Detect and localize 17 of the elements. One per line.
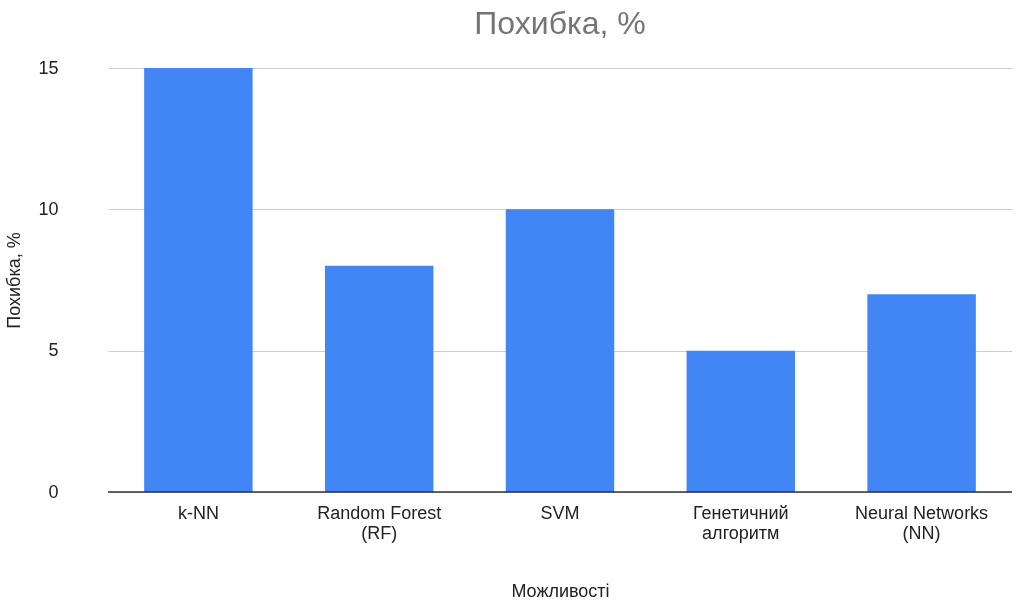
y-tick-label: 0 [48,481,59,502]
y-tick-label: 10 [38,198,59,219]
bar [144,68,253,492]
x-axis-title: Можливості [511,580,610,601]
bar [324,265,434,492]
y-axis-title: Похибка, % [4,232,25,329]
bar [867,294,976,492]
x-tick-label: Генетичний алгоритм [692,502,789,543]
x-tick-label: Neural Networks (NN) [855,502,989,543]
bar [505,209,615,492]
chart-title: Похибка, % [474,5,646,41]
x-tick-label: k-NN [177,502,219,523]
x-tick-label: SVM [540,502,580,523]
x-tick-label: Random Forest (RF) [317,502,442,543]
y-tick-label: 5 [48,340,59,361]
y-tick-label: 15 [38,57,59,78]
bar [686,350,796,492]
